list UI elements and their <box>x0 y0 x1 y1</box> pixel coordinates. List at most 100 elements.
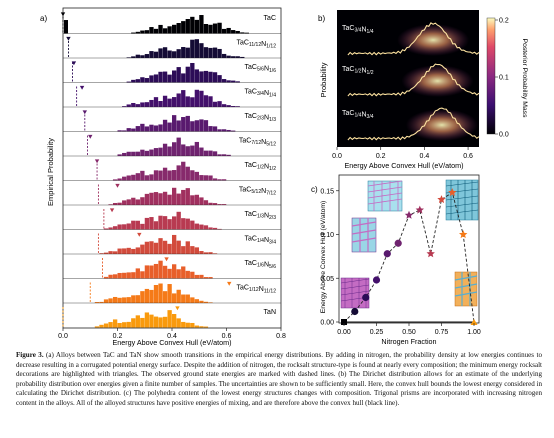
histogram-bar <box>158 101 163 107</box>
histogram-bar <box>140 149 145 156</box>
histogram-bar <box>162 143 168 156</box>
histogram-bar <box>199 15 204 34</box>
histogram-bar <box>122 322 127 328</box>
x-tick-label: 0.6 <box>463 153 473 160</box>
histogram-bar <box>144 78 150 83</box>
histogram-bar <box>181 161 186 181</box>
histogram-bar <box>149 192 154 205</box>
histogram-bar <box>194 39 200 58</box>
histogram-bar <box>181 294 186 303</box>
structure-thumbnail-mixed <box>351 217 377 253</box>
histogram-bar <box>203 95 209 107</box>
structure-thumbnail-midrange <box>367 180 403 212</box>
data-point-star <box>448 188 457 197</box>
density-curve <box>347 22 480 56</box>
histogram-bar <box>172 264 177 279</box>
y-tick-label: 0.05 <box>320 276 334 283</box>
histogram-bar <box>212 47 218 58</box>
histogram-bar <box>185 218 190 230</box>
panel-b-xlabel: Energy Above Convex Hull (eV/atom) <box>344 161 463 170</box>
histogram-bar <box>172 70 177 83</box>
histogram-bar <box>103 323 109 328</box>
histogram-bar <box>185 270 190 279</box>
histogram-bar <box>199 90 204 107</box>
histogram-bar <box>176 193 181 205</box>
histogram-bar <box>217 101 222 107</box>
histogram-bar <box>117 178 122 181</box>
histogram-bar <box>122 152 127 156</box>
data-point-circle <box>362 293 370 302</box>
histogram-bar <box>231 56 236 58</box>
histogram-bar <box>221 28 227 34</box>
histogram-bar <box>208 252 213 254</box>
histogram-bar <box>149 124 154 132</box>
histogram-bar <box>221 204 227 205</box>
histogram-bar <box>190 39 195 58</box>
histogram-bar <box>244 32 249 34</box>
histogram-bar <box>203 326 209 328</box>
histogram-bar <box>162 216 168 230</box>
histogram-bar <box>140 291 145 303</box>
histogram-bar <box>122 224 127 230</box>
histogram-bar <box>172 51 177 58</box>
histogram-bar <box>190 121 195 132</box>
histogram-bar <box>140 123 145 132</box>
histogram-bar <box>172 97 177 107</box>
histogram-bar <box>217 179 222 181</box>
density-curve <box>347 107 480 141</box>
histogram-bar <box>208 175 213 181</box>
histogram-bar <box>194 299 200 303</box>
histogram-bar <box>122 106 127 107</box>
histogram-bar <box>221 53 227 58</box>
histogram-bar <box>117 322 122 328</box>
histogram-bar <box>199 251 204 254</box>
histogram-bar <box>122 130 127 132</box>
histogram-bar <box>185 166 190 181</box>
histogram-bar <box>235 106 240 107</box>
histogram-bar <box>126 223 131 230</box>
histogram-bar <box>140 77 145 83</box>
histogram-bar <box>221 179 227 181</box>
histogram-bar <box>103 228 109 230</box>
histogram-bar <box>190 195 195 205</box>
min-decoration-triangle <box>66 36 71 41</box>
histogram-bar <box>144 265 150 279</box>
colorbar-label: Posterior Probability Mass <box>521 39 528 119</box>
histogram-bar <box>221 104 227 107</box>
histogram-bar <box>162 119 168 132</box>
panel-a-ylabel: Empirical Probability <box>46 138 55 206</box>
histogram-bar <box>122 297 127 303</box>
histogram-bar <box>162 71 168 83</box>
min-decoration-triangle <box>82 110 87 115</box>
histogram-bar <box>64 20 68 34</box>
histogram-bar <box>194 194 200 205</box>
histogram-bar <box>172 216 177 230</box>
histogram-bar <box>162 316 168 328</box>
histogram-bar <box>158 193 163 205</box>
histogram-bar <box>181 144 186 156</box>
histogram-bar <box>190 16 195 34</box>
min-decoration-triangle <box>109 208 115 213</box>
histogram-bar <box>140 55 145 58</box>
x-tick-label: 0.2 <box>113 333 123 340</box>
histogram-bar <box>212 101 218 107</box>
histogram-bar <box>144 193 150 205</box>
histogram-bar <box>212 151 218 156</box>
panel-a-xlabel: Energy Above Convex Hull (eV/atom) <box>112 338 231 347</box>
x-tick-label: 0.00 <box>337 329 351 336</box>
histogram-bar <box>167 74 172 83</box>
row-label: TaC1/2N1/2 <box>244 162 276 172</box>
density-glow <box>405 109 478 141</box>
row-label: TaC5/12N7/12 <box>239 187 276 197</box>
histogram-bar <box>194 274 200 279</box>
histogram-bar <box>158 170 163 181</box>
histogram-bar <box>208 202 213 205</box>
histogram-bar <box>162 167 168 181</box>
histogram-bar <box>126 81 131 83</box>
histogram-bar <box>140 244 145 254</box>
histogram-bar <box>167 219 172 230</box>
y-tick-label: 0.10 <box>320 232 334 239</box>
density-glow <box>401 65 474 97</box>
histogram-bar <box>153 221 159 230</box>
histogram-bar <box>190 220 195 230</box>
